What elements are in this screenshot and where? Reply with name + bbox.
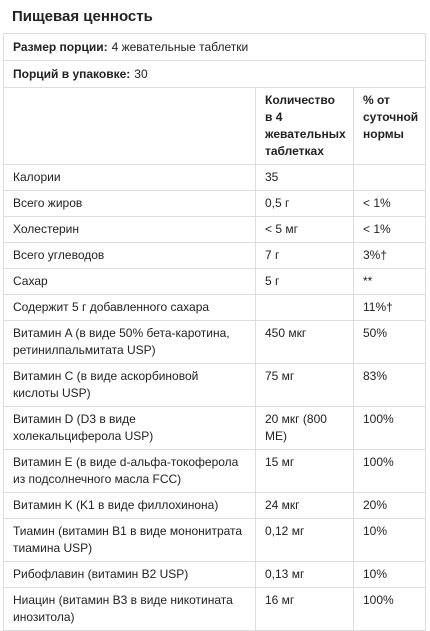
nutrient-name: Холестерин xyxy=(3,216,256,243)
amount: 0,12 мг xyxy=(255,518,354,562)
nutrient-row: Калории 35 xyxy=(3,164,426,191)
nutrient-name: Рибофлавин (витамин B2 USP) xyxy=(3,561,256,588)
nutrition-panel: Пищевая ценность Размер порции: 4 жевател… xyxy=(3,0,426,631)
nutrient-row: Всего жиров 0,5 г < 1% xyxy=(3,190,426,217)
nutrient-row: Содержит 5 г добавленного сахара 11%† xyxy=(3,294,426,321)
amount: 75 мг xyxy=(255,363,354,407)
nutrient-row: Рибофлавин (витамин B2 USP) 0,13 мг 10% xyxy=(3,561,426,588)
serving-cell: Порций в упаковке: 30 xyxy=(3,60,426,88)
header-row: Количество в 4 жевательных таблетках% от… xyxy=(3,87,426,165)
nutrient-name: Всего жиров xyxy=(3,190,256,217)
amount: 24 мкг xyxy=(255,492,354,519)
daily-value: < 1% xyxy=(353,190,426,217)
amount: < 5 мг xyxy=(255,216,354,243)
daily-value: < 1% xyxy=(353,216,426,243)
serving-label: Порций в упаковке: xyxy=(13,67,131,81)
daily-value: 100% xyxy=(353,406,426,450)
daily-value: ** xyxy=(353,268,426,295)
nutrient-row: Витамин E (в виде d-альфа-токоферола из … xyxy=(3,449,426,493)
nutrient-name: Сахар xyxy=(3,268,256,295)
daily-value: 83% xyxy=(353,363,426,407)
nutrient-row: Ниацин (витамин B3 в виде никотината ино… xyxy=(3,587,426,631)
daily-value: 11%† xyxy=(353,294,426,321)
nutrient-name: Калории xyxy=(3,164,256,191)
nutrient-row: Витамин D (D3 в виде холекальциферола US… xyxy=(3,406,426,450)
nutrient-name: Витамин K (K1 в виде филлохинона) xyxy=(3,492,256,519)
amount: 7 г xyxy=(255,242,354,269)
amount: 5 г xyxy=(255,268,354,295)
header-cell xyxy=(3,87,256,165)
daily-value: 20% xyxy=(353,492,426,519)
cell xyxy=(353,164,426,191)
serving-label: Размер порции: xyxy=(13,40,108,54)
nutrient-row: Холестерин < 5 мг < 1% xyxy=(3,216,426,243)
header-cell: % от суточной нормы xyxy=(353,87,426,165)
daily-value: 100% xyxy=(353,587,426,631)
serving-value: 4 жевательные таблетки xyxy=(111,40,249,54)
amount: 0,5 г xyxy=(255,190,354,217)
title: Пищевая ценность xyxy=(12,8,153,25)
serving-cell: Размер порции: 4 жевательные таблетки xyxy=(3,33,426,61)
nutrient-name: Ниацин (витамин B3 в виде никотината ино… xyxy=(3,587,256,631)
header-cell: Количество в 4 жевательных таблетках xyxy=(255,87,354,165)
amount: 20 мкг (800 МЕ) xyxy=(255,406,354,450)
nutrient-name: Витамин C (в виде аскорбиновой кислоты U… xyxy=(3,363,256,407)
nutrient-name: Содержит 5 г добавленного сахара xyxy=(3,294,256,321)
nutrient-name: Тиамин (витамин B1 в виде мононитрата ти… xyxy=(3,518,256,562)
daily-value: 3%† xyxy=(353,242,426,269)
nutrient-row: Витамин K (K1 в виде филлохинона) 24 мкг 2… xyxy=(3,492,426,519)
cell xyxy=(255,294,354,321)
serving-value: 30 xyxy=(134,67,148,81)
amount: 450 мкг xyxy=(255,320,354,364)
daily-value: 10% xyxy=(353,518,426,562)
amount: 35 xyxy=(255,164,354,191)
serving-row: Порций в упаковке: 30 xyxy=(3,60,426,88)
nutrition-table: Размер порции: 4 жевательные таблетки Порц… xyxy=(3,33,426,631)
amount: 16 мг xyxy=(255,587,354,631)
nutrient-row: Витамин C (в виде аскорбиновой кислоты U… xyxy=(3,363,426,407)
nutrient-row: Тиамин (витамин B1 в виде мононитрата ти… xyxy=(3,518,426,562)
amount: 0,13 мг xyxy=(255,561,354,588)
amount: 15 мг xyxy=(255,449,354,493)
serving-row: Размер порции: 4 жевательные таблетки xyxy=(3,33,426,61)
nutrient-row: Сахар 5 г ** xyxy=(3,268,426,295)
nutrient-row: Витамин A (в виде 50% бета-каротина, рет… xyxy=(3,320,426,364)
nutrient-name: Всего углеводов xyxy=(3,242,256,269)
nutrient-name: Витамин A (в виде 50% бета-каротина, рет… xyxy=(3,320,256,364)
daily-value: 10% xyxy=(353,561,426,588)
daily-value: 50% xyxy=(353,320,426,364)
nutrient-row: Всего углеводов 7 г 3%† xyxy=(3,242,426,269)
daily-value: 100% xyxy=(353,449,426,493)
nutrient-name: Витамин E (в виде d-альфа-токоферола из … xyxy=(3,449,256,493)
nutrient-name: Витамин D (D3 в виде холекальциферола US… xyxy=(3,406,256,450)
